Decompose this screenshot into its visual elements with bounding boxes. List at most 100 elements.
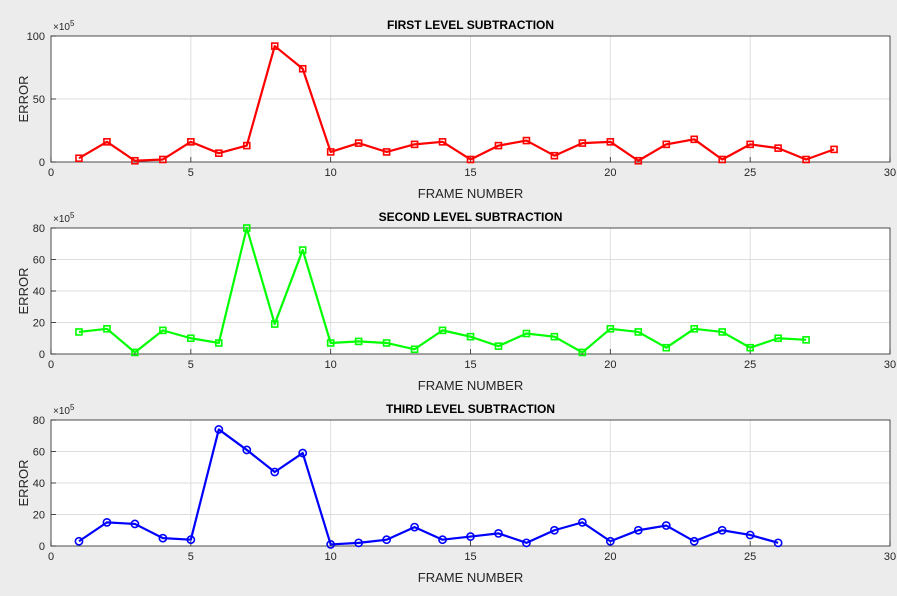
data-point — [242, 445, 252, 455]
x-tick-label: 30 — [884, 551, 896, 563]
data-point — [494, 529, 503, 538]
data-point — [606, 324, 615, 333]
data-point — [186, 535, 196, 545]
x-tick-label: 25 — [744, 551, 756, 563]
data-point — [661, 521, 671, 530]
data-point — [326, 339, 335, 347]
data-point — [634, 156, 643, 165]
data-point — [466, 332, 475, 341]
y-tick-label: 60 — [33, 447, 45, 459]
data-point — [130, 519, 140, 529]
y-tick-label: 40 — [33, 478, 45, 490]
x-tick-label: 30 — [884, 167, 896, 179]
x-axis-label: FRAME NUMBER — [418, 570, 523, 585]
chart-panel-2: 0 5 10 15 20 25 30 0 20 40 60 80 ×105 SECOND LEVEL SU… — [16, 210, 896, 393]
x-tick-label: 25 — [744, 359, 756, 371]
data-point — [466, 155, 475, 164]
data-point — [494, 342, 503, 350]
chart-panel-3: 0 5 10 15 20 25 30 0 20 40 60 80 ×105 THIRD LEVEL SUB… — [16, 402, 896, 585]
data-point — [214, 425, 224, 434]
chart-panel-1: 0 5 10 15 20 25 30 0 50 100 ×105 FIRST LEVEL SUBTRA… — [16, 18, 896, 201]
data-point — [410, 522, 419, 532]
x-axis-label: FRAME NUMBER — [418, 186, 523, 201]
data-point — [270, 320, 279, 328]
data-point — [158, 533, 168, 543]
data-point — [774, 144, 782, 152]
x-tick-label: 0 — [48, 167, 54, 179]
data-point — [326, 148, 335, 156]
data-point — [689, 536, 699, 546]
x-tick-label: 30 — [884, 359, 896, 371]
y-tick-label: 0 — [39, 349, 45, 361]
data-point — [745, 530, 755, 540]
chart-title: THIRD LEVEL SUBTRACTION — [386, 402, 555, 416]
y-tick-label: 50 — [33, 94, 45, 106]
x-tick-label: 0 — [48, 551, 54, 563]
data-point — [438, 535, 447, 545]
y-tick-label: 20 — [33, 510, 45, 522]
data-point — [354, 538, 364, 548]
data-point — [242, 141, 251, 150]
x-tick-label: 0 — [48, 359, 54, 371]
data-point — [75, 328, 83, 336]
y-tick-label: 80 — [33, 415, 45, 427]
data-point — [746, 343, 754, 352]
data-point — [298, 448, 308, 458]
data-point — [131, 348, 139, 357]
y-exponent-label: ×105 — [53, 211, 75, 225]
data-point — [103, 138, 111, 146]
x-axis-label: FRAME NUMBER — [418, 378, 523, 393]
y-axis-label: ERROR — [16, 268, 31, 315]
data-point — [662, 343, 671, 352]
data-point — [690, 135, 699, 144]
x-tick-label: 5 — [188, 167, 194, 179]
data-point — [718, 328, 727, 336]
data-point — [550, 332, 559, 341]
data-point — [74, 536, 84, 546]
data-point — [494, 141, 503, 150]
x-tick-label: 10 — [325, 359, 337, 371]
data-point — [187, 138, 195, 146]
data-point — [802, 155, 810, 164]
y-tick-label: 60 — [33, 255, 45, 267]
data-point — [382, 148, 391, 156]
y-tick-label: 20 — [33, 318, 45, 330]
series-line — [78, 44, 835, 162]
data-point — [605, 536, 615, 546]
x-tick-label: 15 — [464, 551, 476, 563]
x-tick-label: 10 — [325, 167, 337, 179]
y-exponent-label: ×105 — [53, 403, 75, 417]
data-point — [159, 155, 167, 164]
data-point — [466, 532, 475, 541]
y-tick-label: 40 — [33, 286, 45, 298]
x-tick-label: 10 — [325, 551, 337, 563]
data-point — [746, 140, 754, 149]
series-line — [78, 428, 779, 546]
y-tick-label: 0 — [39, 157, 45, 169]
chart-title: FIRST LEVEL SUBTRACTION — [387, 18, 554, 32]
data-point — [103, 324, 111, 333]
data-point — [550, 525, 559, 535]
data-point — [438, 326, 447, 335]
data-point — [578, 348, 587, 357]
data-point — [298, 246, 307, 254]
x-tick-label: 5 — [188, 551, 194, 563]
x-tick-label: 5 — [188, 359, 194, 371]
data-point — [774, 334, 782, 343]
data-point — [577, 517, 587, 527]
y-tick-label: 0 — [39, 541, 45, 553]
data-point — [410, 140, 419, 149]
y-exponent-label: ×105 — [53, 19, 75, 33]
data-point — [215, 149, 223, 157]
data-point — [131, 156, 139, 165]
x-tick-label: 15 — [464, 359, 476, 371]
data-point — [242, 224, 251, 232]
data-point — [382, 339, 391, 347]
x-tick-label: 20 — [604, 359, 616, 371]
data-point — [718, 155, 727, 164]
y-axis-label: ERROR — [16, 460, 31, 507]
data-point — [662, 140, 671, 149]
data-point — [159, 326, 167, 335]
